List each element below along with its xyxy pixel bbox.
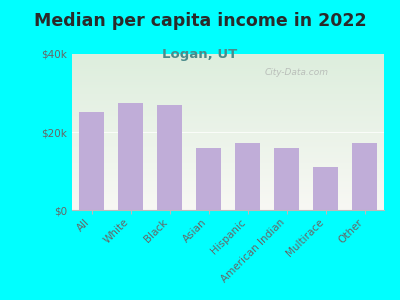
Text: City-Data.com: City-Data.com — [265, 68, 329, 77]
Bar — [196, 148, 220, 210]
Bar — [158, 106, 182, 210]
Bar — [314, 167, 338, 210]
Bar — [118, 103, 142, 210]
Text: Logan, UT: Logan, UT — [162, 48, 238, 61]
Bar — [236, 143, 260, 210]
Bar — [274, 148, 298, 210]
Bar — [80, 112, 104, 210]
Bar — [352, 143, 376, 210]
Text: Median per capita income in 2022: Median per capita income in 2022 — [34, 12, 366, 30]
